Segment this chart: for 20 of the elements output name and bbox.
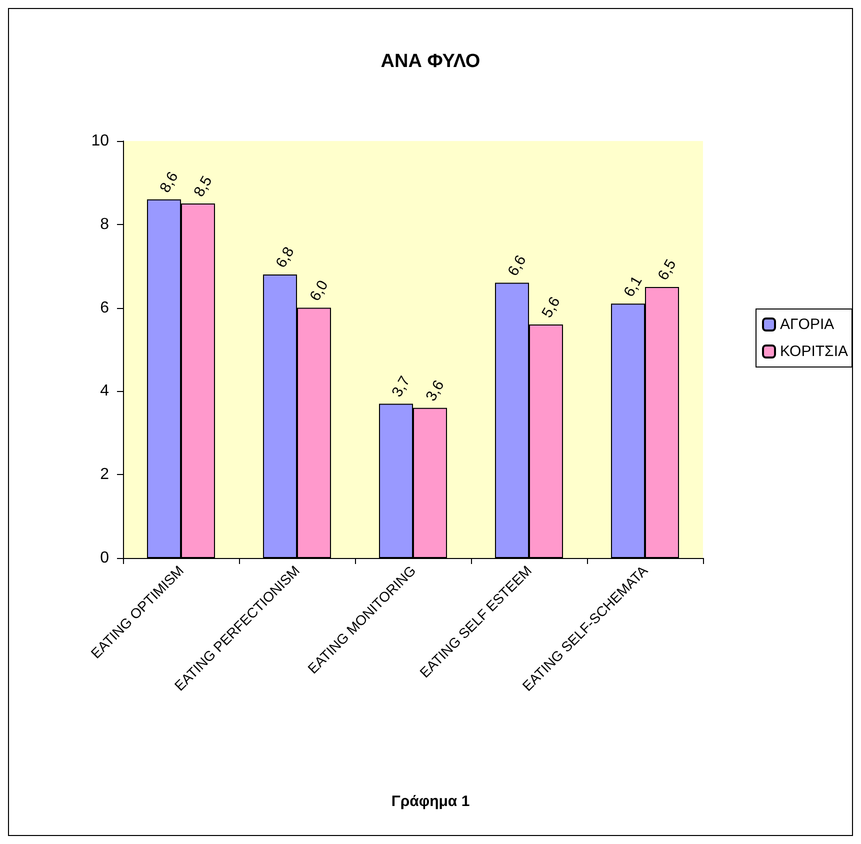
data-label: 6,6 (504, 252, 530, 280)
data-label: 6,8 (272, 244, 298, 271)
y-tick-label: 10 (91, 132, 110, 150)
y-tick-label: 8 (100, 216, 110, 233)
data-label: 3,6 (422, 378, 448, 404)
data-label: 6,0 (306, 278, 332, 304)
data-label: 8,6 (156, 169, 182, 196)
y-tick-label: 4 (100, 382, 110, 400)
legend-label: ΑΓΟΡΙΑ (780, 316, 834, 333)
y-tick-label: 2 (100, 466, 110, 484)
text: Γράφημα 1 (391, 793, 470, 810)
data-label: 8,5 (190, 173, 216, 200)
y-tick-label: 0 (100, 550, 110, 566)
data-label: 5,6 (538, 294, 564, 321)
data-label: 6,1 (620, 273, 646, 300)
chart-title: ΑΝΑ ΦΥΛΟ (380, 51, 480, 72)
data-label: 6,5 (654, 256, 680, 284)
y-tick-label: 6 (100, 299, 110, 316)
legend-label: ΚΟΡΙΤΣΙΑ (780, 343, 848, 360)
data-label: 3,7 (388, 373, 414, 400)
